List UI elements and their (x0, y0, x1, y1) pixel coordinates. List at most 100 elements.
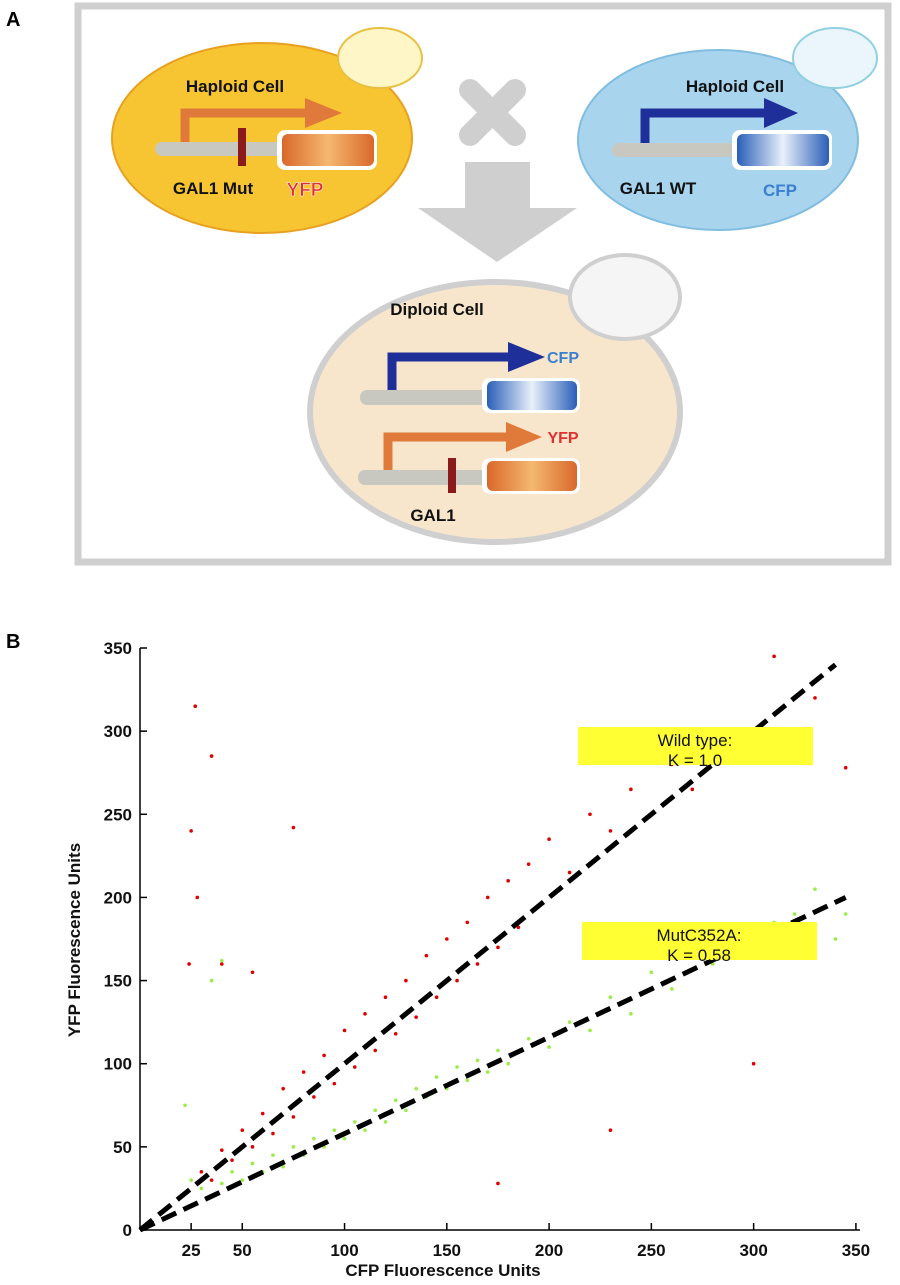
annotation-box (578, 727, 813, 765)
point (465, 1078, 470, 1083)
point (445, 937, 449, 941)
y-tick-label: 300 (104, 722, 132, 741)
point (352, 1065, 357, 1069)
gene (737, 134, 829, 166)
arrow-head (508, 342, 545, 372)
annotation-text: Wild type: (658, 731, 733, 750)
point (240, 1178, 245, 1182)
promoter-arrow (640, 108, 770, 148)
point (183, 1103, 187, 1108)
promoter-arrow (387, 352, 512, 390)
down-arrow (418, 162, 577, 262)
cross (459, 79, 526, 146)
point (833, 937, 838, 941)
point (250, 1161, 255, 1166)
y-tick-label: 100 (104, 1055, 132, 1074)
arrow-head (305, 98, 342, 128)
point (312, 1095, 316, 1099)
point (434, 1075, 439, 1079)
panel-a: Haploid Cell GAL1 Mut YFP Haploid Cell G… (74, 2, 892, 566)
point (383, 995, 388, 999)
point (608, 829, 613, 833)
point (414, 1086, 418, 1091)
point (813, 696, 817, 700)
x-tick-label: 25 (182, 1241, 201, 1260)
point (496, 1048, 500, 1053)
y-tick-label: 350 (104, 639, 132, 658)
point (465, 920, 470, 925)
point (352, 1120, 357, 1124)
x-tick-label: 50 (233, 1241, 252, 1260)
x-tick-label: 350 (842, 1241, 870, 1260)
point (199, 1170, 204, 1174)
point (608, 995, 613, 999)
x-tick-label: 100 (330, 1241, 358, 1260)
gene-label: GAL1 WT (620, 179, 697, 198)
point (506, 879, 510, 883)
annotation-text: K = 0.58 (667, 946, 731, 965)
point (588, 1028, 592, 1033)
point (751, 1061, 756, 1066)
point (670, 987, 674, 991)
point (342, 1136, 347, 1141)
point (271, 1153, 275, 1157)
point (363, 1128, 367, 1133)
panel-label: A (6, 9, 20, 31)
reporter-label: CFP (547, 350, 579, 367)
point (373, 1048, 378, 1053)
point (567, 1020, 572, 1024)
point (475, 1058, 480, 1063)
point (496, 945, 500, 950)
point (629, 787, 633, 792)
y-tick-label: 150 (104, 972, 132, 991)
point (230, 1170, 234, 1174)
y-tick-label: 0 (123, 1221, 132, 1240)
x-tick-label: 200 (535, 1241, 563, 1260)
point (291, 1115, 296, 1119)
point (291, 825, 296, 830)
promoter-arrow (180, 108, 312, 148)
panel-b: CFP Fluorescence Units YFP Fluorescence … (65, 843, 541, 1280)
point (404, 978, 408, 983)
y-tick-label: 250 (104, 805, 132, 824)
point (649, 970, 654, 975)
point (209, 978, 214, 983)
point (843, 765, 848, 770)
point (455, 1065, 459, 1069)
panel-label: B (6, 631, 20, 653)
point (485, 895, 490, 900)
point (199, 1186, 204, 1191)
point (383, 1120, 388, 1124)
point (301, 1070, 306, 1074)
point (220, 962, 224, 966)
x-tick-label: 150 (433, 1241, 461, 1260)
point (813, 887, 817, 891)
point (414, 1015, 418, 1019)
point (281, 1086, 285, 1091)
x-tick-label: 250 (637, 1241, 665, 1260)
arrow-head (764, 98, 798, 128)
y-tick-label: 200 (104, 888, 132, 907)
x-tick-label: 300 (739, 1241, 767, 1260)
point (363, 1012, 367, 1016)
point (332, 1128, 337, 1133)
point (332, 1081, 337, 1086)
point (434, 995, 439, 999)
dna (358, 470, 488, 485)
mutation (448, 458, 456, 493)
point (195, 895, 200, 900)
x-axis-title: CFP Fluorescence Units (345, 1261, 540, 1280)
point (506, 1061, 510, 1066)
cell-title: Haploid Cell (686, 77, 784, 96)
point (342, 1028, 347, 1033)
point (393, 1098, 398, 1103)
point (322, 1053, 326, 1058)
point (629, 1012, 633, 1016)
point (772, 654, 776, 659)
gene (487, 381, 577, 410)
annotation-text: MutC352A: (656, 926, 741, 945)
point (496, 1181, 500, 1186)
dna (155, 142, 285, 156)
point (475, 962, 480, 966)
